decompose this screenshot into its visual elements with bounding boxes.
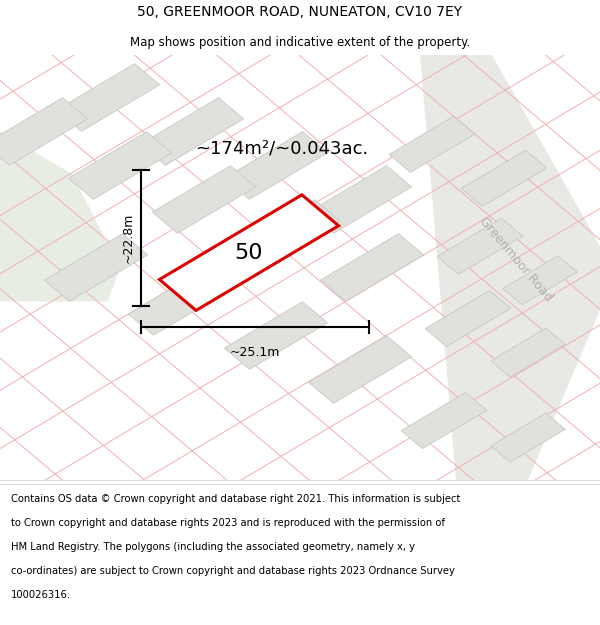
Polygon shape <box>236 200 340 268</box>
Text: 100026316.: 100026316. <box>11 590 71 600</box>
Text: HM Land Registry. The polygons (including the associated geometry, namely x, y: HM Land Registry. The polygons (includin… <box>11 542 415 552</box>
Text: Map shows position and indicative extent of the property.: Map shows position and indicative extent… <box>130 36 470 49</box>
Polygon shape <box>420 55 600 480</box>
Polygon shape <box>68 132 172 199</box>
Text: co-ordinates) are subject to Crown copyright and database rights 2023 Ordnance S: co-ordinates) are subject to Crown copyr… <box>11 566 455 576</box>
Polygon shape <box>503 256 577 305</box>
Polygon shape <box>56 64 160 131</box>
Text: ~22.8m: ~22.8m <box>121 213 134 263</box>
Polygon shape <box>152 166 256 233</box>
Polygon shape <box>140 98 244 165</box>
Text: to Crown copyright and database rights 2023 and is reproduced with the permissio: to Crown copyright and database rights 2… <box>11 518 445 528</box>
Text: ~174m²/~0.043ac.: ~174m²/~0.043ac. <box>196 139 368 158</box>
Polygon shape <box>320 234 424 301</box>
Text: 50: 50 <box>235 242 263 262</box>
Polygon shape <box>308 166 412 233</box>
Polygon shape <box>461 150 547 206</box>
Polygon shape <box>389 116 475 172</box>
Text: 50, GREENMOOR ROAD, NUNEATON, CV10 7EY: 50, GREENMOOR ROAD, NUNEATON, CV10 7EY <box>137 5 463 19</box>
Polygon shape <box>44 234 148 301</box>
Text: ~25.1m: ~25.1m <box>230 346 280 359</box>
Polygon shape <box>224 302 328 369</box>
Polygon shape <box>401 392 487 449</box>
Polygon shape <box>128 268 232 335</box>
Polygon shape <box>224 132 328 199</box>
Polygon shape <box>308 336 412 403</box>
Polygon shape <box>437 218 523 274</box>
Polygon shape <box>491 413 565 462</box>
Text: Greenmoor Road: Greenmoor Road <box>477 214 555 304</box>
Polygon shape <box>491 328 565 377</box>
Polygon shape <box>0 98 88 165</box>
Text: Contains OS data © Crown copyright and database right 2021. This information is : Contains OS data © Crown copyright and d… <box>11 494 460 504</box>
Polygon shape <box>0 131 120 301</box>
Polygon shape <box>160 195 338 311</box>
Polygon shape <box>425 291 511 347</box>
